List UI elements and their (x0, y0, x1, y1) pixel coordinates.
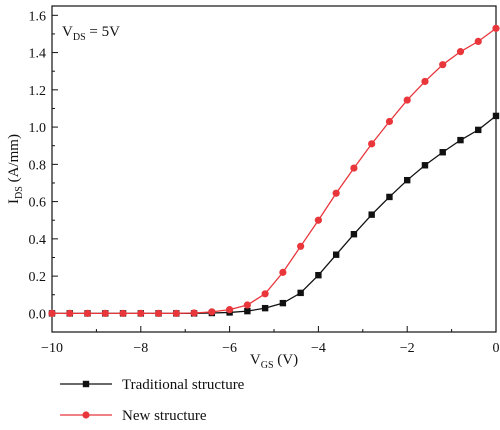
data-point-circle (172, 309, 180, 317)
vds-annotation: VDS = 5V (62, 24, 120, 43)
data-point-square (315, 271, 322, 279)
data-point-circle (421, 77, 429, 86)
data-point-circle (66, 309, 74, 317)
data-point-square (457, 136, 464, 144)
data-point-circle (154, 309, 163, 317)
y-tick-label: 1.4 (29, 47, 47, 62)
data-point-circle (279, 268, 287, 276)
x-tick-label: −2 (400, 341, 415, 356)
y-tick-label: 1.2 (29, 84, 47, 99)
data-point-circle (350, 164, 358, 172)
data-point-circle (261, 290, 269, 298)
annotation-rest: = 5V (86, 24, 120, 40)
data-point-square (279, 299, 287, 307)
y-tick-label: 0.0 (29, 307, 47, 322)
data-point-circle (226, 306, 234, 314)
legend-label-1: Traditional structure (122, 377, 245, 393)
y-tick-label: 0.2 (29, 270, 47, 285)
y-tick-label: 0.4 (29, 233, 47, 248)
legend-label-2: New structure (122, 408, 207, 424)
y-title-sub: DS (14, 186, 25, 199)
data-point-square (421, 162, 429, 169)
x-tick-label: −6 (222, 341, 237, 356)
data-point-circle (208, 308, 216, 316)
series-layer (48, 24, 500, 317)
legend: Traditional structure New structure (60, 377, 245, 424)
data-point-circle (101, 309, 109, 317)
data-point-circle (403, 96, 411, 104)
y-tick-label: 0.8 (29, 158, 47, 173)
x-axis-ticks: −10 −8 −6 −4 −2 0 (41, 326, 500, 356)
y-axis-title-group: IDS (A/mm) (6, 134, 25, 204)
y-tick-label: 1.0 (29, 121, 47, 136)
data-point-square (261, 304, 269, 312)
y-tick-label: 1.6 (29, 9, 47, 24)
data-point-circle (297, 242, 305, 250)
annotation-sub: DS (73, 32, 86, 43)
data-point-circle (137, 309, 145, 317)
data-point-circle (190, 309, 198, 317)
x-tick-label: 0 (493, 341, 500, 356)
data-point-square (439, 149, 446, 156)
x-axis-title: VGS (V) (250, 352, 298, 371)
y-title-rest: (A/mm) (6, 134, 22, 186)
data-point-square (492, 112, 500, 120)
data-point-circle (314, 216, 322, 224)
y-title-main: I (6, 199, 22, 204)
data-point-square (368, 211, 375, 218)
x-tick-label: −8 (133, 341, 148, 356)
x-title-sub: GS (261, 360, 274, 371)
data-point-circle (385, 117, 394, 126)
annotation-main: V (62, 24, 73, 40)
data-point-square (350, 231, 358, 238)
data-point-square (332, 251, 340, 258)
data-point-square (475, 126, 482, 134)
data-point-circle (119, 309, 127, 317)
data-point-circle (332, 189, 340, 197)
data-point-square (297, 289, 304, 297)
data-point-circle (48, 309, 56, 317)
data-point-square (404, 176, 411, 184)
x-title-main: V (250, 352, 261, 368)
series-line-2 (52, 27, 497, 315)
data-point-circle (83, 309, 92, 317)
legend-marker-square (82, 380, 90, 388)
data-point-circle (439, 61, 447, 69)
data-point-circle (368, 140, 376, 148)
data-point-circle (456, 48, 465, 56)
y-axis-ticks: 0.0 0.2 0.4 0.6 0.8 1.0 1.2 1.4 1.6 (29, 9, 58, 322)
y-axis-title: IDS (A/mm) (6, 134, 25, 204)
data-point-circle (243, 301, 251, 309)
x-tick-label: −10 (41, 341, 63, 356)
x-tick-label: −4 (311, 341, 326, 356)
x-title-rest: (V) (274, 352, 299, 368)
data-point-circle (474, 37, 482, 45)
data-point-square (386, 193, 393, 201)
data-point-square (244, 307, 251, 315)
y-tick-label: 0.6 (29, 196, 47, 211)
data-point-circle (492, 24, 500, 32)
legend-marker-circle (82, 411, 90, 419)
